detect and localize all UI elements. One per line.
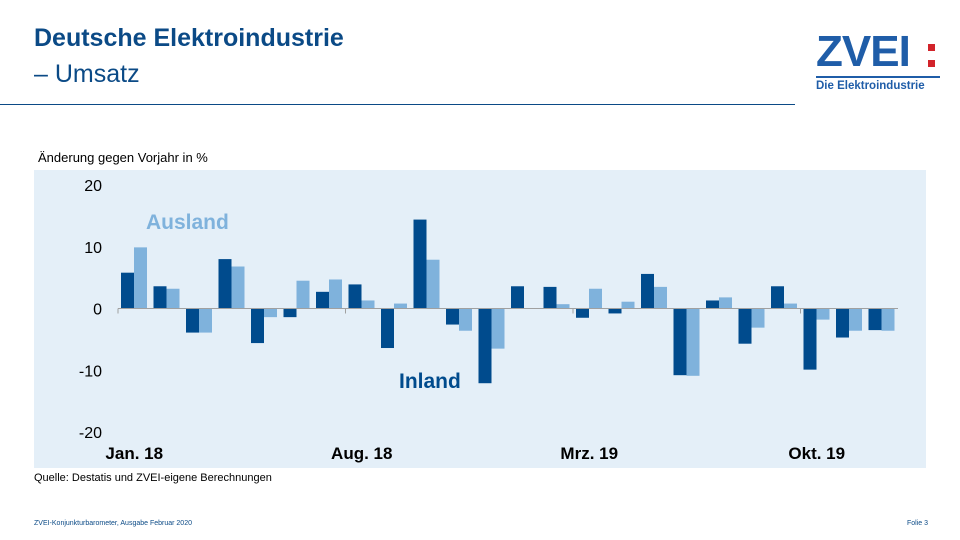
footer-slide-number: Folie 3: [906, 520, 928, 527]
series-label-inland: Inland: [399, 370, 461, 393]
x-tick-label: Mrz. 19: [560, 444, 618, 463]
header-divider: [0, 104, 795, 105]
bar-ausland: [621, 301, 635, 309]
series-label-ausland: Ausland: [146, 211, 229, 234]
source-note: Quelle: Destatis und ZVEI-eigene Berechn…: [34, 472, 272, 484]
bar-inland: [673, 308, 687, 376]
bar-inland: [868, 308, 882, 331]
logo-underline: [816, 76, 940, 78]
y-tick-label: -20: [79, 425, 102, 442]
bar-ausland: [199, 308, 212, 333]
bar-inland: [803, 308, 817, 370]
bar-inland: [478, 308, 492, 384]
page-title: Deutsche Elektroindustrie: [34, 24, 344, 52]
bar-ausland: [264, 308, 277, 318]
bar-inland: [413, 219, 427, 309]
bar-ausland: [296, 280, 310, 309]
bar-ausland: [361, 300, 375, 309]
bar-ausland: [784, 303, 797, 309]
bar-ausland: [589, 288, 602, 309]
zvei-logo: ZVEI Die Elektroindustrie: [812, 28, 944, 96]
bar-inland: [121, 272, 134, 309]
page-subtitle: – Umsatz: [34, 60, 140, 88]
bar-ausland: [816, 308, 830, 320]
bar-inland: [706, 300, 719, 309]
x-tick-label: Okt. 19: [788, 444, 845, 463]
x-tick-label: Jan. 18: [105, 444, 163, 463]
bar-ausland: [459, 308, 472, 331]
logo-subtitle: Die Elektroindustrie: [816, 80, 925, 92]
y-tick-label: -10: [79, 363, 102, 380]
bar-inland: [153, 286, 167, 309]
footer-edition: ZVEI-Konjunkturbarometer, Ausgabe Februa…: [34, 520, 192, 527]
bar-inland: [576, 308, 589, 318]
y-tick-label: 10: [84, 240, 102, 257]
bar-ausland: [719, 297, 732, 309]
bar-ausland: [394, 303, 407, 309]
bar-ausland: [556, 304, 570, 309]
bar-ausland: [751, 308, 765, 328]
y-tick-label: 0: [93, 302, 102, 319]
bar-inland: [543, 286, 557, 309]
bar-ausland: [881, 308, 895, 331]
bar-ausland: [686, 308, 700, 376]
bar-inland: [186, 308, 199, 333]
bar-ausland: [166, 288, 180, 309]
bar-ausland: [329, 279, 342, 309]
bar-inland: [218, 259, 232, 309]
bar-inland: [316, 291, 329, 309]
bar-inland: [641, 273, 654, 309]
logo-wordmark: ZVEI: [816, 27, 911, 76]
bar-ausland: [134, 247, 147, 309]
bar-inland: [446, 308, 459, 325]
bar-ausland: [231, 266, 245, 309]
bar-inland: [771, 286, 784, 309]
logo-colon-icon: [928, 40, 936, 70]
bar-ausland: [654, 286, 667, 309]
bar-inland: [738, 308, 752, 344]
x-tick-label: Aug. 18: [331, 444, 392, 463]
bar-inland: [251, 308, 264, 344]
bar-inland: [283, 308, 297, 318]
bar-ausland: [849, 308, 862, 331]
bar-inland: [348, 284, 362, 309]
bar-ausland: [491, 308, 505, 349]
y-tick-label: 20: [84, 178, 102, 195]
bar-inland: [836, 308, 849, 338]
bar-inland: [608, 308, 622, 314]
y-axis-unit-label: Änderung gegen Vorjahr in %: [38, 150, 208, 165]
bar-inland: [381, 308, 394, 349]
bar-ausland: [426, 259, 440, 309]
bar-inland: [511, 286, 524, 309]
